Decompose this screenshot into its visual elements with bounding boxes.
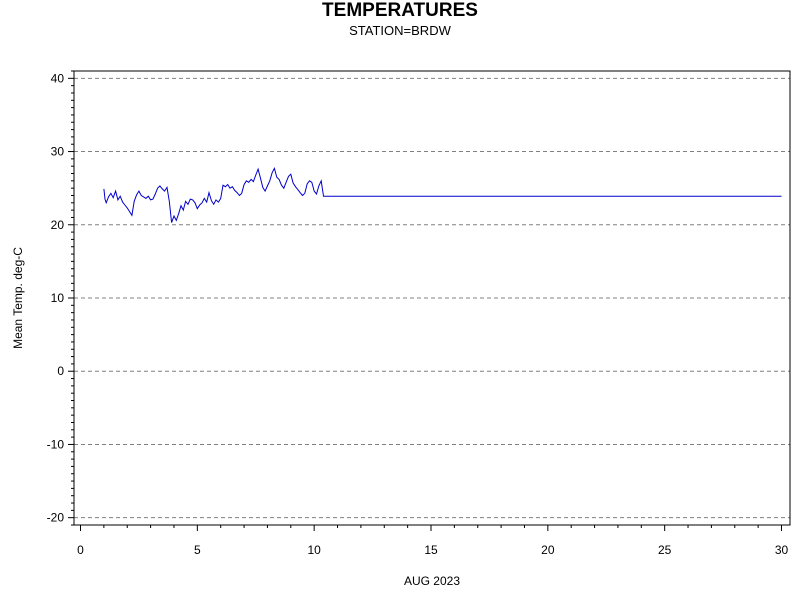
- y-tick-label: -10: [47, 437, 65, 451]
- x-tick-label: 30: [775, 543, 789, 557]
- y-tick-label: -20: [47, 511, 65, 525]
- y-tick-label: 10: [51, 291, 65, 305]
- x-axis: 0 5 10 15 20 25 30: [77, 525, 788, 557]
- temperature-line: [103, 167, 782, 223]
- grid-lines: [74, 77, 790, 519]
- y-tick-label: 0: [57, 364, 64, 378]
- x-tick-label: 0: [77, 543, 84, 557]
- x-tick-label: 10: [307, 543, 321, 557]
- x-tick-label: 25: [658, 543, 672, 557]
- y-tick-label: 40: [51, 71, 65, 85]
- y-axis: -20 -10 0 10 20 30 40: [47, 70, 74, 526]
- chart-title: TEMPERATURES: [322, 0, 478, 21]
- x-tick-label: 20: [541, 543, 555, 557]
- x-tick-label: 15: [424, 543, 438, 557]
- x-axis-label: AUG 2023: [403, 574, 461, 588]
- chart-subtitle: STATION=BRDW: [349, 23, 451, 38]
- y-tick-label: 20: [51, 218, 65, 232]
- x-tick-label: 5: [194, 543, 201, 557]
- y-tick-label: 30: [51, 145, 65, 159]
